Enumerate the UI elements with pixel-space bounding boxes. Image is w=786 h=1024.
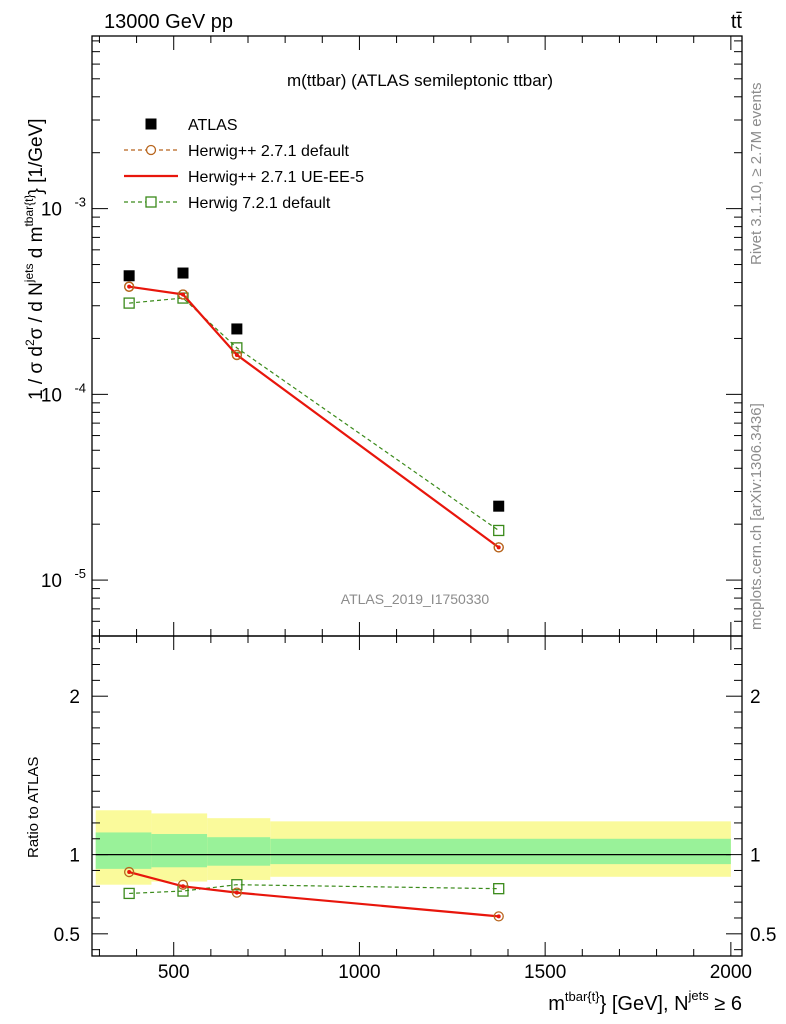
series-line-herwig_721: [129, 884, 499, 895]
band-inner: [270, 838, 731, 865]
xlabel-end: ≥ 6: [709, 993, 742, 1015]
main-y-tick-exponent: -4: [74, 380, 86, 395]
x-axis-label: mtbar{t}} [GeV], Njets ≥ 6: [548, 988, 742, 1015]
ratio-band-layer: [95, 810, 731, 885]
ratio-series-layer: [123, 866, 505, 922]
ylabel-sup-2: 2: [23, 339, 37, 346]
process-label: tt̄: [731, 11, 743, 33]
main-panel: 10 -3 10 -4 10 -5 m(ttbar) (ATLAS semileptoni…: [22, 35, 743, 637]
series-line-herwig_pp_ueee5: [128, 285, 500, 549]
point-herwig_pp_ueee5: [234, 890, 239, 895]
series-line-herwig_721: [129, 297, 500, 531]
ylabel-unit: } [1/GeV]: [26, 118, 47, 194]
analysis-id-label: ATLAS_2019_I1750330: [341, 591, 490, 607]
point-atlas: [123, 270, 135, 282]
legend-marker-herwig-pp-default: [145, 144, 157, 156]
point-herwig_721: [123, 887, 135, 900]
legend-label-herwig_721: Herwig 7.2.1 default: [188, 195, 331, 212]
legend-label-herwig_pp_ueee5: Herwig++ 2.7.1 UE-EE-5: [188, 169, 364, 186]
legend-marker-herwig-721: [145, 196, 157, 208]
ylabel-ttbar: tbar{t}: [22, 195, 36, 227]
point-herwig_pp_ueee5: [181, 884, 185, 889]
xlabel-m: m: [548, 993, 565, 1015]
main-y-tick-exponent: -3: [74, 195, 86, 210]
series-line-herwig_pp_ueee5: [128, 870, 499, 918]
point-atlas: [177, 267, 189, 279]
ylabel-part-1: 1 / σ d: [26, 346, 47, 400]
x-tick-label: 1000: [338, 962, 380, 983]
point-herwig_pp_default: [177, 879, 189, 890]
point-herwig_pp_default: [123, 866, 135, 878]
point-herwig_721: [231, 879, 243, 891]
ratio-y-tick-label-right: 0.5: [750, 925, 776, 946]
point-herwig_pp_ueee5: [234, 352, 239, 357]
xlabel-jets: jets: [688, 988, 710, 1003]
point-herwig_721: [493, 524, 505, 537]
point-herwig_pp_ueee5: [127, 870, 132, 875]
point-atlas: [231, 323, 243, 335]
ylabel-jets: jets: [22, 264, 36, 284]
ylabel-part-2: σ / d N: [26, 282, 47, 339]
point-herwig_721: [493, 883, 505, 895]
ratio-y-axis-label: Ratio to ATLAS: [25, 757, 42, 858]
legend: ATLAS Herwig++ 2.7.1 default Herwig++ 2.7.…: [124, 117, 364, 212]
main-y-tick-label: 10: [41, 200, 62, 221]
legend-label-atlas: ATLAS: [188, 117, 238, 134]
ratio-ticks: 0.5 0.5 1 1 2 2 500 1000 1500 2000: [54, 636, 776, 983]
main-y-tick-exponent: -5: [74, 566, 86, 581]
ratio-frame: [91, 635, 743, 957]
legend-label-herwig_pp_default: Herwig++ 2.7.1 default: [188, 143, 350, 160]
band-inner: [95, 832, 152, 869]
xlabel-tail: } [GeV], N: [600, 993, 689, 1015]
ratio-panel: 0.5 0.5 1 1 2 2 500 1000 1500 2000 Ratio to ATLAS…: [25, 635, 776, 1015]
x-tick-label: 2000: [710, 962, 752, 983]
ratio-y-tick-label-left: 0.5: [54, 925, 80, 946]
band-inner: [207, 837, 271, 866]
point-herwig_pp_default: [123, 281, 135, 292]
point-herwig_pp_ueee5: [127, 284, 132, 289]
main-y-tick-label: 10: [41, 571, 62, 592]
main-title: m(ttbar) (ATLAS semileptonic ttbar): [287, 71, 553, 90]
x-tick-label: 1500: [524, 962, 566, 983]
xlabel-sup: tbar{t}: [565, 989, 600, 1004]
band-inner: [151, 834, 208, 868]
point-herwig_pp_default: [177, 289, 189, 300]
main-y-axis-label: 1 / σ d2σ / d Njets d mtbar{t}} [1/GeV]: [22, 118, 47, 400]
point-herwig_721: [123, 297, 135, 309]
point-herwig_pp_default: [493, 542, 504, 553]
point-herwig_pp_ueee5: [496, 545, 501, 550]
rivet-label: Rivet 3.1.10, ≥ 2.7M events: [748, 83, 765, 266]
mcplots-label: mcplots.cern.ch [arXiv:1306.3436]: [748, 403, 765, 630]
ratio-y-tick-label-left: 2: [69, 687, 80, 708]
ylabel-part-3: d m: [26, 227, 47, 264]
main-ticks: 10 -3 10 -4 10 -5: [41, 36, 742, 636]
main-series-layer: [123, 267, 505, 553]
energy-label: 13000 GeV pp: [104, 11, 233, 33]
series-line-herwig_pp_default: [129, 286, 500, 548]
ratio-y-tick-label-right: 1: [750, 846, 761, 867]
point-herwig_pp_default: [231, 349, 243, 361]
x-tick-label: 500: [158, 962, 190, 983]
main-y-tick-label: 10: [41, 385, 62, 406]
legend-marker-atlas: [145, 118, 157, 130]
point-herwig_pp_default: [493, 911, 504, 922]
point-herwig_pp_ueee5: [181, 292, 185, 297]
ratio-y-tick-label-left: 1: [69, 846, 80, 867]
point-herwig_pp_ueee5: [496, 914, 501, 919]
point-atlas: [493, 500, 505, 512]
ratio-y-tick-label-right: 2: [750, 687, 761, 708]
point-herwig_pp_default: [231, 887, 243, 898]
